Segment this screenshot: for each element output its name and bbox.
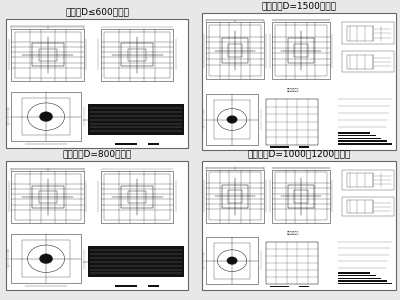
Bar [39,49,56,61]
Bar [209,172,261,220]
Text: 盖板钢筋规格表: 盖板钢筋规格表 [287,89,299,93]
Bar [299,146,309,148]
Circle shape [227,116,237,123]
Bar [209,25,261,76]
Circle shape [223,254,242,268]
Bar [206,170,264,223]
Bar [121,186,153,208]
Circle shape [40,112,53,122]
Bar [347,26,373,41]
Text: 盖板钢筋规格表: 盖板钢筋规格表 [287,232,299,236]
Bar [289,146,299,148]
Bar [202,13,396,151]
Bar [104,174,170,220]
Text: 本井是D≤600的管道: 本井是D≤600的管道 [65,8,129,16]
Bar [128,49,146,61]
Bar [338,143,392,145]
Bar [222,38,248,63]
Bar [338,278,381,279]
Bar [347,55,373,69]
Bar [338,275,376,277]
Bar [270,286,289,287]
Bar [228,44,242,57]
Bar [288,184,314,208]
Bar [148,285,159,287]
Bar [6,161,188,290]
Bar [214,100,250,139]
Circle shape [40,254,53,264]
Bar [342,197,394,216]
Bar [12,29,84,80]
Bar [275,172,327,220]
Circle shape [223,112,242,127]
Bar [347,173,373,188]
Bar [32,44,64,66]
Bar [266,99,318,145]
Bar [39,191,56,203]
Bar [115,143,137,145]
Bar [214,242,250,279]
Bar [342,170,394,190]
Bar [137,143,148,145]
Bar [342,52,394,72]
Bar [338,138,381,139]
Bar [347,200,373,213]
Text: 本井用于D=800的管道: 本井用于D=800的管道 [62,149,132,158]
Bar [202,161,396,290]
Circle shape [227,257,237,265]
Bar [294,44,308,57]
Bar [266,242,318,284]
Circle shape [34,250,58,268]
Bar [32,186,64,208]
Bar [15,174,81,220]
Bar [270,146,289,148]
Bar [338,135,376,137]
Bar [275,25,327,76]
Bar [272,170,330,223]
Bar [101,171,174,223]
Bar [272,22,330,79]
Bar [88,104,184,135]
Bar [338,280,387,282]
Bar [288,38,314,63]
Bar [12,234,81,283]
Text: 本井用于D=1000～1200的管道: 本井用于D=1000～1200的管道 [247,149,351,158]
Bar [6,19,188,148]
Bar [101,29,174,80]
Bar [299,286,309,287]
Bar [338,140,387,142]
Bar [289,286,299,287]
Bar [88,246,184,277]
Bar [228,190,242,203]
Bar [342,22,394,44]
Bar [148,143,159,145]
Bar [12,171,84,223]
Bar [12,92,81,141]
Bar [115,285,137,287]
Circle shape [34,108,58,125]
Bar [104,32,170,78]
Bar [338,272,370,274]
Bar [22,240,70,277]
Bar [128,191,146,203]
Bar [222,184,248,208]
Bar [206,94,258,145]
Bar [294,190,308,203]
Bar [206,22,264,79]
Bar [121,44,153,66]
Bar [338,132,370,134]
Bar [137,285,148,287]
Text: 本井用于D=1500的管道: 本井用于D=1500的管道 [262,2,336,10]
Bar [15,32,81,78]
Bar [22,98,70,135]
Bar [206,237,258,284]
Bar [338,283,392,284]
